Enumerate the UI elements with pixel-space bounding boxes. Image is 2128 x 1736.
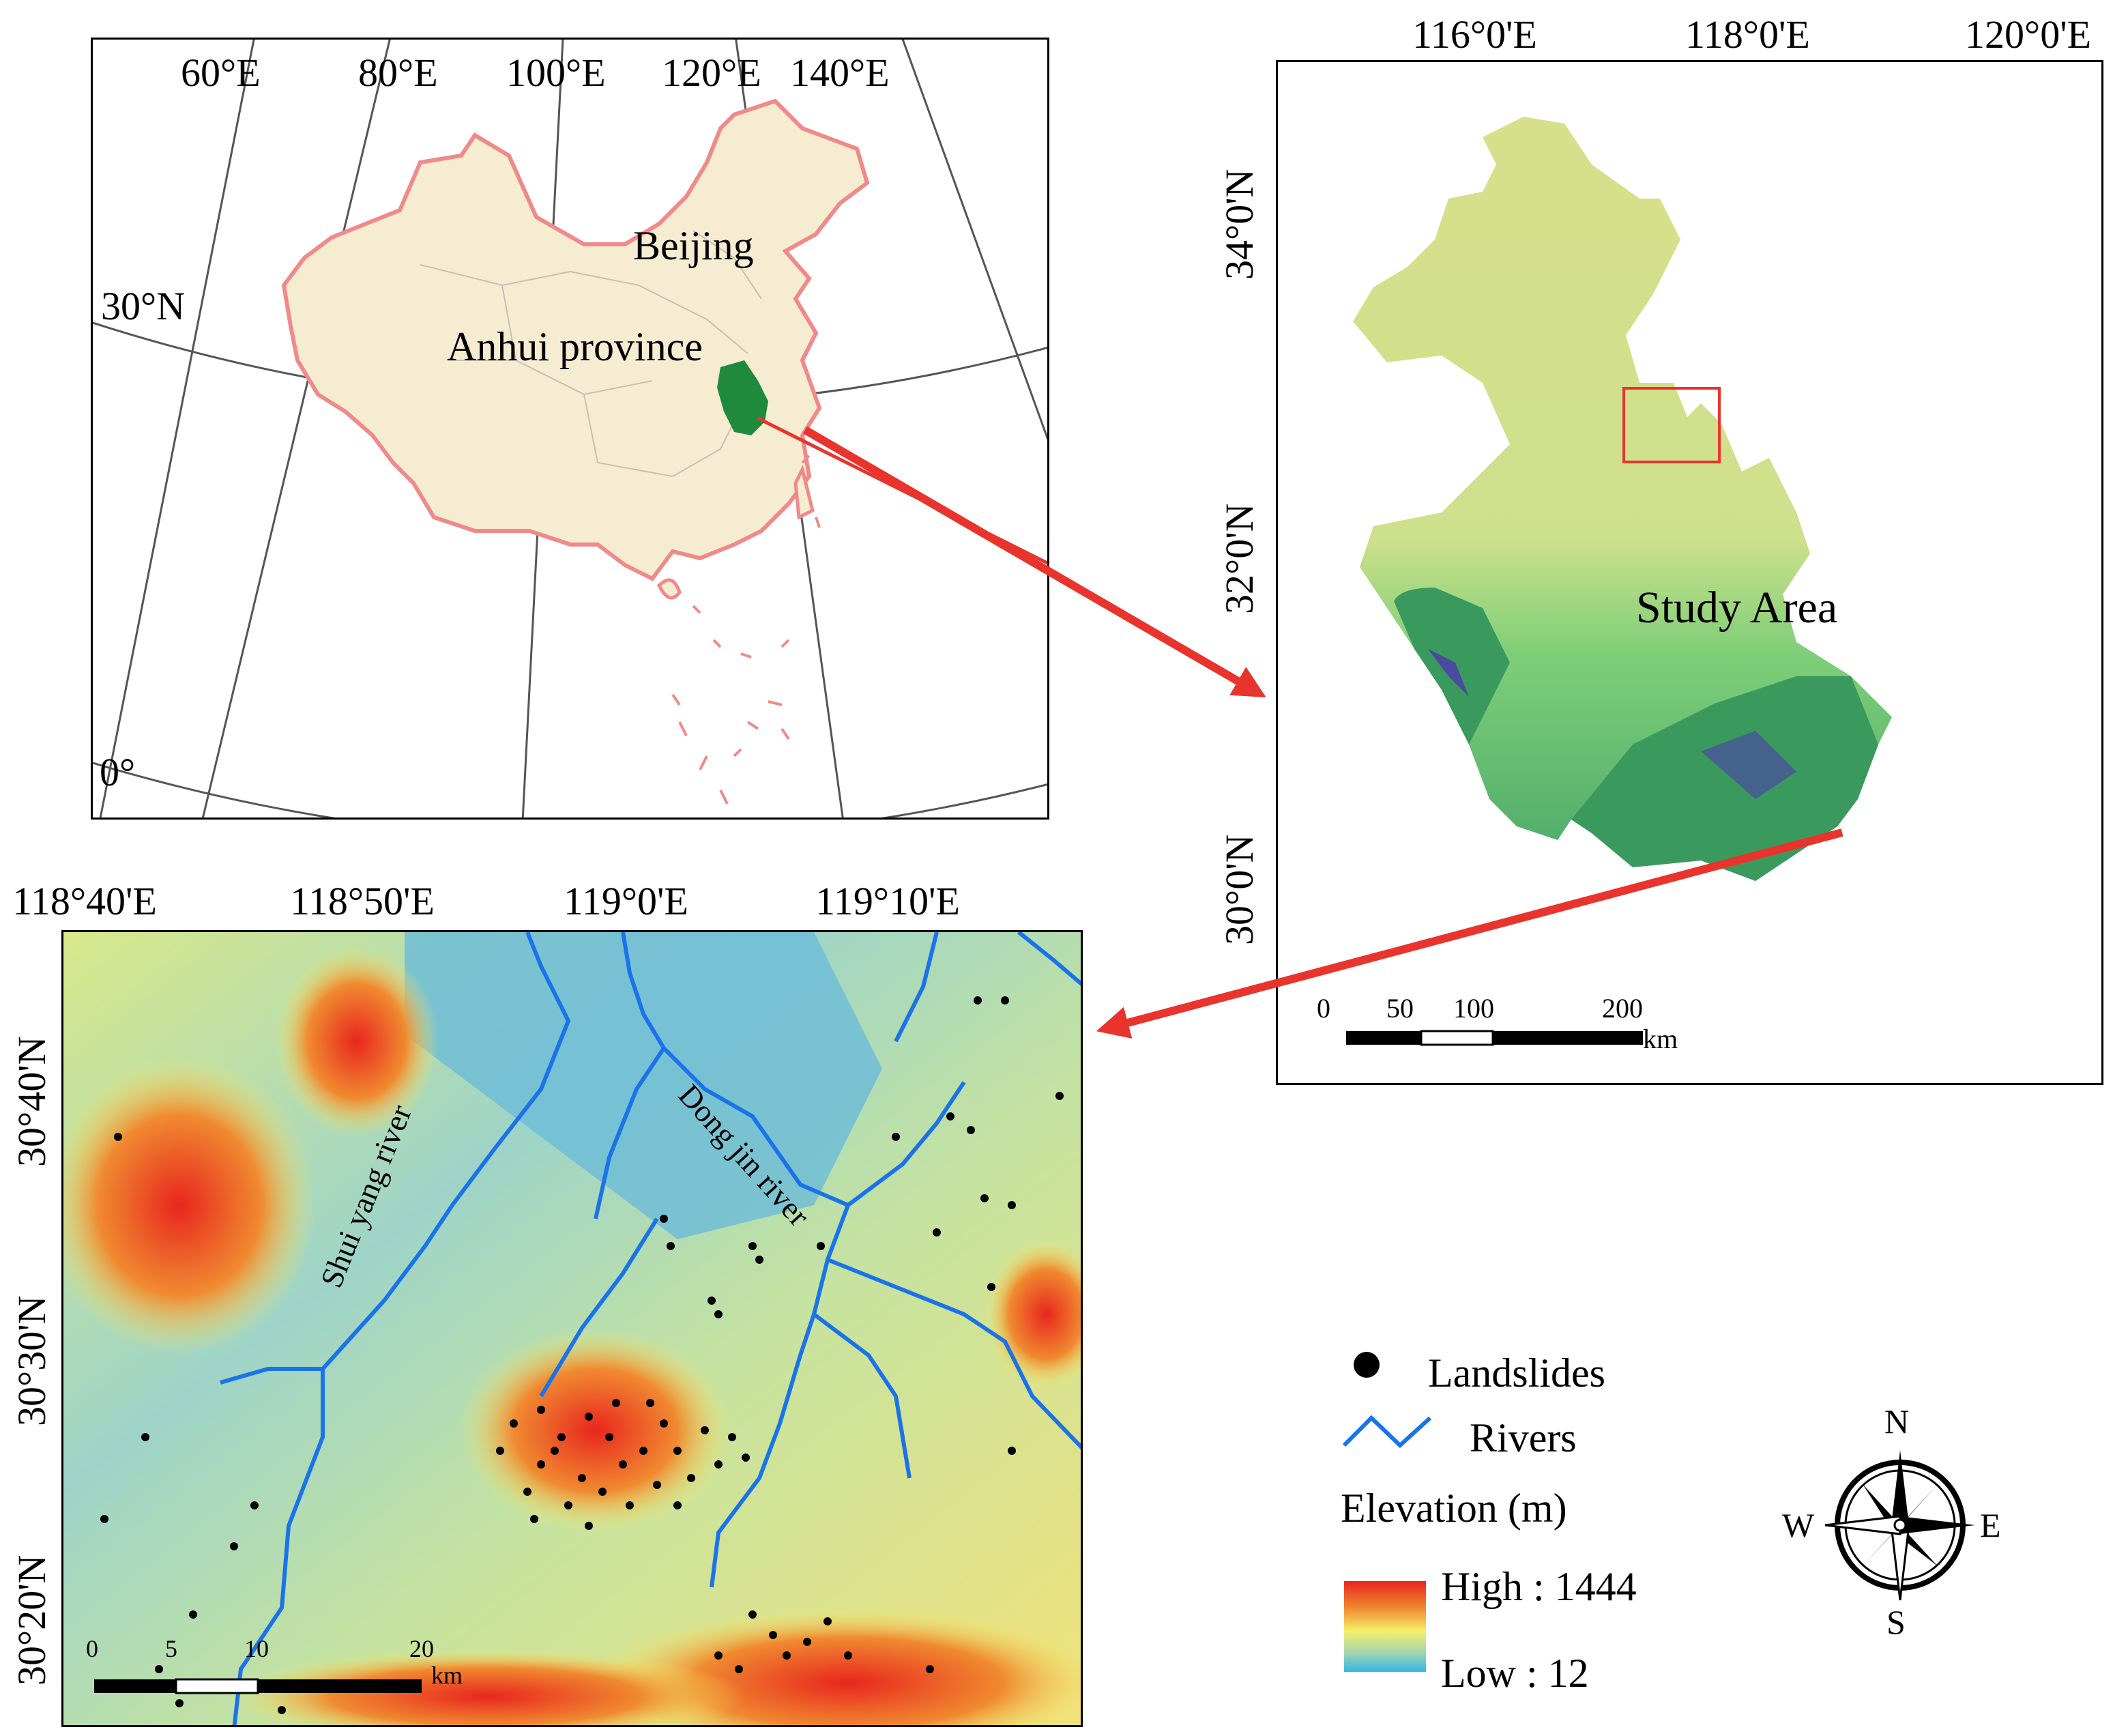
- shui-yang-river: [232, 932, 571, 1725]
- detail-lat-tick-30-20: 30°20'N: [10, 1554, 54, 1686]
- legend-low-label: Low : 12: [1441, 1651, 1589, 1696]
- anhui-lon-tick-116: 116°0'E: [1412, 12, 1537, 57]
- river-symbol: [1342, 1415, 1432, 1449]
- study-area-label: Study Area: [1636, 583, 1838, 633]
- detail-scale-tick-20: 20: [409, 1635, 434, 1662]
- landslide-points: [100, 996, 1064, 1714]
- compass-rose-icon: [1824, 1450, 1975, 1601]
- arrow-china-to-anhui: [802, 426, 1266, 698]
- elevation-ramp: [1344, 1581, 1426, 1672]
- anhui-scale-unit: km: [1643, 1024, 1678, 1054]
- compass-n-label: N: [1884, 1402, 1910, 1441]
- china-lat-tick-0: 0°: [100, 750, 136, 794]
- anhui-scale-tick-100: 100: [1453, 993, 1494, 1024]
- detail-scale-tick-5: 5: [165, 1635, 177, 1662]
- legend-rivers-label: Rivers: [1470, 1415, 1577, 1460]
- anhui-province-label: Anhui province: [447, 324, 703, 369]
- china-outline: [281, 98, 870, 581]
- detail-map-canvas: [63, 932, 1081, 1725]
- compass-e-label: E: [1980, 1506, 2001, 1544]
- beijing-label: Beijing: [633, 223, 754, 268]
- compass-s-label: S: [1886, 1603, 1906, 1641]
- detail-scale-bar: [94, 1678, 422, 1694]
- study-area-box: [1622, 387, 1721, 463]
- legend-elevation-title: Elevation (m): [1341, 1486, 1567, 1531]
- detail-lon-tick-118-40: 118°40'E: [12, 879, 157, 923]
- china-lon-tick-140: 140°E: [790, 50, 890, 95]
- legend-symbols: [1342, 1352, 1432, 1672]
- detail-scale-unit: km: [431, 1662, 463, 1689]
- detail-map-frame: [61, 930, 1083, 1727]
- china-lon-tick-100: 100°E: [506, 50, 606, 95]
- anhui-province-highlight: [717, 360, 768, 435]
- china-lon-tick-60: 60°E: [181, 50, 261, 95]
- detail-scale-tick-0: 0: [86, 1635, 98, 1662]
- anhui-scale-tick-200: 200: [1602, 993, 1643, 1024]
- anhui-scale-tick-0: 0: [1317, 993, 1330, 1024]
- detail-lon-tick-118-50: 118°50'E: [290, 879, 435, 923]
- detail-lat-tick-30-30: 30°30'N: [10, 1295, 54, 1426]
- southern-mountains: [1571, 676, 1878, 881]
- anhui-map-frame: [1276, 60, 2103, 1085]
- anhui-map-canvas: [1346, 117, 1892, 1046]
- anhui-scale-bar: [1346, 1030, 1643, 1046]
- china-lon-tick-120: 120°E: [662, 50, 761, 95]
- arrow-anhui-to-detail: [1096, 828, 1843, 1039]
- legend-landslides-label: Landslides: [1428, 1350, 1605, 1395]
- detail-scale-tick-10: 10: [244, 1635, 269, 1662]
- dong-jin-river: [621, 932, 966, 1208]
- anhui-scale-tick-50: 50: [1386, 993, 1414, 1024]
- china-lon-tick-80: 80°E: [358, 50, 438, 95]
- china-lat-tick-30: 30°N: [101, 284, 186, 328]
- detail-lat-tick-30-40: 30°40'N: [10, 1036, 54, 1167]
- legend-high-label: High : 1444: [1441, 1564, 1637, 1609]
- landslide-symbol: [1354, 1352, 1380, 1378]
- anhui-lon-tick-120: 120°0'E: [1965, 12, 2092, 57]
- compass-w-label: W: [1782, 1506, 1815, 1544]
- anhui-lon-tick-118: 118°0'E: [1685, 12, 1810, 57]
- rivers-layer: [220, 932, 1081, 1725]
- detail-lon-tick-119-10: 119°10'E: [815, 879, 960, 923]
- detail-lon-tick-119-0: 119°0'E: [564, 879, 688, 923]
